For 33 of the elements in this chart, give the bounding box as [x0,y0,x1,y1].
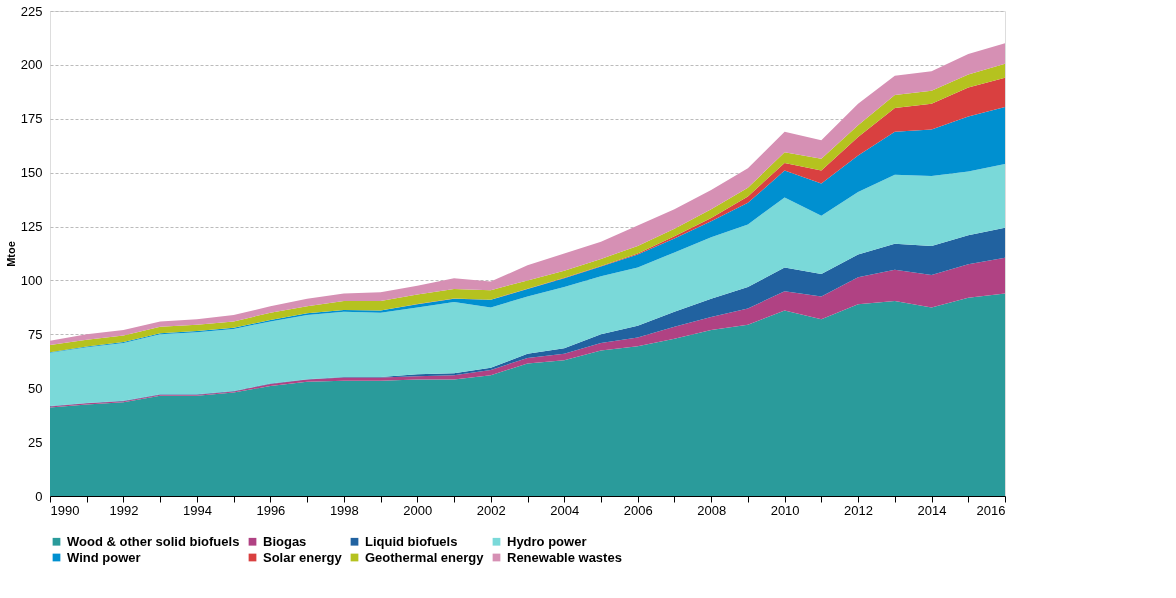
y-tick-label: 75 [28,326,43,342]
x-tick-label: 2016 [976,502,1006,518]
y-tick-label: 200 [20,57,43,73]
y-tick-label: 175 [20,111,43,127]
legend-label: Hydro power [507,533,587,549]
legend-label: Renewable wastes [507,549,622,565]
x-tick-label: 2006 [623,502,653,518]
y-tick-label: 150 [20,165,43,181]
legend-label: Liquid biofuels [365,533,458,549]
x-tick-label: 1998 [329,502,359,518]
x-tick-label: 2012 [844,502,874,518]
y-tick-label: 225 [20,3,43,19]
x-tick-label: 2002 [476,502,506,518]
x-tick-label: 1994 [182,502,212,518]
y-tick-label: 50 [28,380,43,396]
y-tick-label: 100 [20,272,43,288]
y-tick-label: 25 [28,434,43,450]
legend-label: Wood & other solid biofuels [67,533,240,549]
x-tick-label: 2010 [770,502,800,518]
legend-label: Geothermal energy [365,549,485,565]
x-tick-label: 1990 [50,502,80,518]
x-tick-label: 2008 [697,502,727,518]
x-tick-label: 2004 [550,502,580,518]
legend-label: Wind power [67,549,141,565]
y-axis-title: Mtoe [4,241,17,267]
x-tick-label: 1996 [256,502,286,518]
x-tick-label: 2000 [403,502,433,518]
x-tick-label: 2014 [917,502,947,518]
y-tick-label: 125 [20,219,43,235]
x-tick-label: 1992 [109,502,139,518]
legend-label: Solar energy [263,549,343,565]
legend-label: Biogas [263,533,307,549]
y-tick-label: 0 [35,488,43,504]
